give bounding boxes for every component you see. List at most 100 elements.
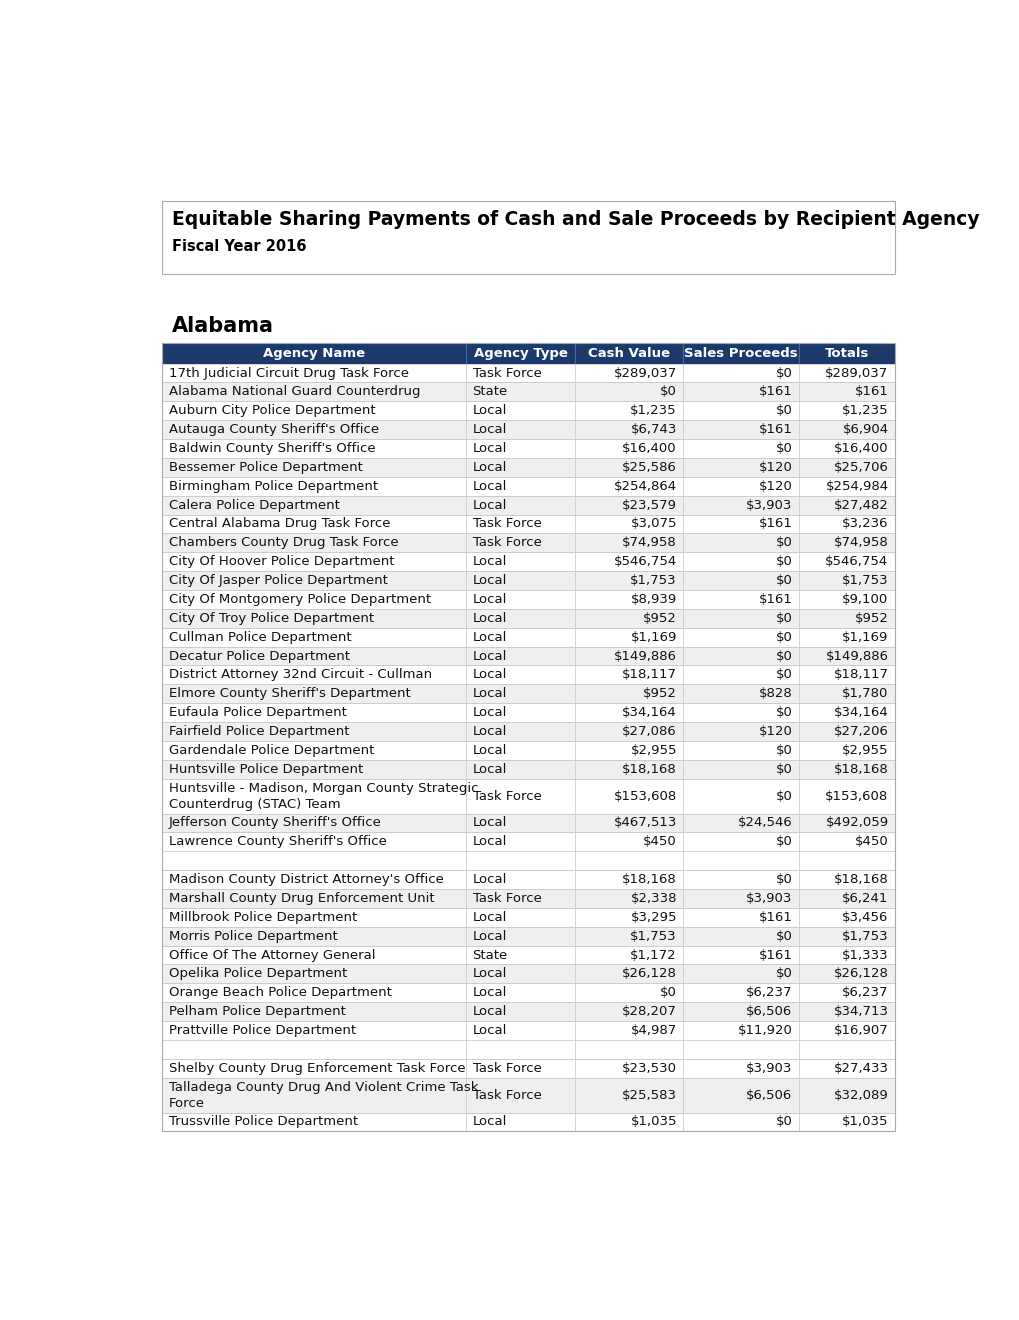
Text: $6,237: $6,237 (842, 986, 888, 999)
Text: Local: Local (472, 911, 506, 924)
Text: $153,608: $153,608 (613, 789, 677, 803)
Text: Huntsville Police Department: Huntsville Police Department (168, 763, 363, 776)
Text: $0: $0 (775, 649, 792, 663)
Text: Cash Value: Cash Value (587, 347, 669, 360)
Text: $27,086: $27,086 (622, 725, 677, 738)
Text: Madison County District Attorney's Office: Madison County District Attorney's Offic… (168, 873, 443, 886)
Bar (162, 440, 894, 458)
Bar (162, 590, 894, 609)
Text: $34,164: $34,164 (833, 706, 888, 719)
Text: Local: Local (472, 1024, 506, 1038)
Text: Opelika Police Department: Opelika Police Department (168, 968, 346, 981)
Text: Local: Local (472, 574, 506, 587)
Text: $952: $952 (854, 611, 888, 624)
Text: Local: Local (472, 424, 506, 436)
Bar (162, 813, 894, 833)
Text: $3,903: $3,903 (746, 892, 792, 906)
Text: $34,713: $34,713 (833, 1005, 888, 1018)
Text: Local: Local (472, 688, 506, 700)
Text: $1,753: $1,753 (841, 929, 888, 942)
Bar (162, 1077, 894, 1113)
Text: Baldwin County Sheriff's Office: Baldwin County Sheriff's Office (168, 442, 375, 455)
Text: Office Of The Attorney General: Office Of The Attorney General (168, 949, 375, 961)
Text: $18,168: $18,168 (622, 873, 677, 886)
Text: Trussville Police Department: Trussville Police Department (168, 1115, 358, 1129)
Text: $0: $0 (775, 836, 792, 849)
Bar (162, 851, 894, 870)
Text: Gardendale Police Department: Gardendale Police Department (168, 744, 374, 756)
Text: $0: $0 (775, 1115, 792, 1129)
Text: $952: $952 (642, 688, 677, 700)
Text: $289,037: $289,037 (824, 367, 888, 380)
Text: Chambers County Drug Task Force: Chambers County Drug Task Force (168, 536, 397, 549)
Text: Equitable Sharing Payments of Cash and Sale Proceeds by Recipient Agency: Equitable Sharing Payments of Cash and S… (171, 210, 978, 228)
Text: Task Force: Task Force (472, 367, 541, 380)
Text: $0: $0 (775, 968, 792, 981)
Text: $6,743: $6,743 (630, 424, 677, 436)
Text: $0: $0 (775, 789, 792, 803)
Bar (162, 401, 894, 420)
Text: Local: Local (472, 442, 506, 455)
Bar (162, 1113, 894, 1131)
Text: Local: Local (472, 836, 506, 849)
Text: $1,753: $1,753 (630, 929, 677, 942)
Text: Task Force: Task Force (472, 1061, 541, 1074)
Text: Fairfield Police Department: Fairfield Police Department (168, 725, 348, 738)
Text: Jefferson County Sheriff's Office: Jefferson County Sheriff's Office (168, 817, 381, 829)
Text: $120: $120 (758, 479, 792, 492)
Text: Decatur Police Department: Decatur Police Department (168, 649, 350, 663)
Text: $1,035: $1,035 (842, 1115, 888, 1129)
Text: Local: Local (472, 744, 506, 756)
Text: $161: $161 (758, 949, 792, 961)
Text: $254,984: $254,984 (824, 479, 888, 492)
Text: $1,780: $1,780 (842, 688, 888, 700)
Text: Bessemer Police Department: Bessemer Police Department (168, 461, 362, 474)
Bar (162, 760, 894, 779)
Text: $6,506: $6,506 (746, 1089, 792, 1102)
Text: $6,506: $6,506 (746, 1005, 792, 1018)
Text: City Of Troy Police Department: City Of Troy Police Department (168, 611, 373, 624)
Text: $1,169: $1,169 (842, 631, 888, 644)
Bar (162, 201, 894, 275)
Text: $3,075: $3,075 (630, 517, 677, 531)
Text: $3,236: $3,236 (842, 517, 888, 531)
Text: $6,241: $6,241 (842, 892, 888, 906)
Text: Alabama: Alabama (171, 317, 273, 337)
Text: $24,546: $24,546 (737, 817, 792, 829)
Text: $18,168: $18,168 (833, 873, 888, 886)
Text: $2,955: $2,955 (842, 744, 888, 756)
Text: State: State (472, 385, 507, 399)
Text: $1,235: $1,235 (630, 404, 677, 417)
Bar (162, 870, 894, 888)
Text: $467,513: $467,513 (612, 817, 677, 829)
Text: $161: $161 (758, 593, 792, 606)
Bar (162, 945, 894, 965)
Text: Local: Local (472, 763, 506, 776)
Text: $1,753: $1,753 (841, 574, 888, 587)
Text: Local: Local (472, 404, 506, 417)
Text: Task Force: Task Force (472, 536, 541, 549)
Text: $161: $161 (758, 424, 792, 436)
Bar (162, 741, 894, 760)
Text: State: State (472, 949, 507, 961)
Text: Local: Local (472, 479, 506, 492)
Text: $161: $161 (758, 911, 792, 924)
Text: Local: Local (472, 649, 506, 663)
Text: $9,100: $9,100 (842, 593, 888, 606)
Text: $0: $0 (775, 442, 792, 455)
Text: Task Force: Task Force (472, 1089, 541, 1102)
Text: $3,295: $3,295 (630, 911, 677, 924)
Text: $0: $0 (775, 574, 792, 587)
Bar (162, 383, 894, 401)
Bar (162, 477, 894, 495)
Text: Agency Name: Agency Name (263, 347, 365, 360)
Bar (162, 833, 894, 851)
Text: $18,168: $18,168 (833, 763, 888, 776)
Text: $27,433: $27,433 (833, 1061, 888, 1074)
Text: $25,706: $25,706 (833, 461, 888, 474)
Bar (162, 965, 894, 983)
Bar (162, 363, 894, 383)
Text: $4,987: $4,987 (630, 1024, 677, 1038)
Text: Local: Local (472, 725, 506, 738)
Text: Local: Local (472, 593, 506, 606)
